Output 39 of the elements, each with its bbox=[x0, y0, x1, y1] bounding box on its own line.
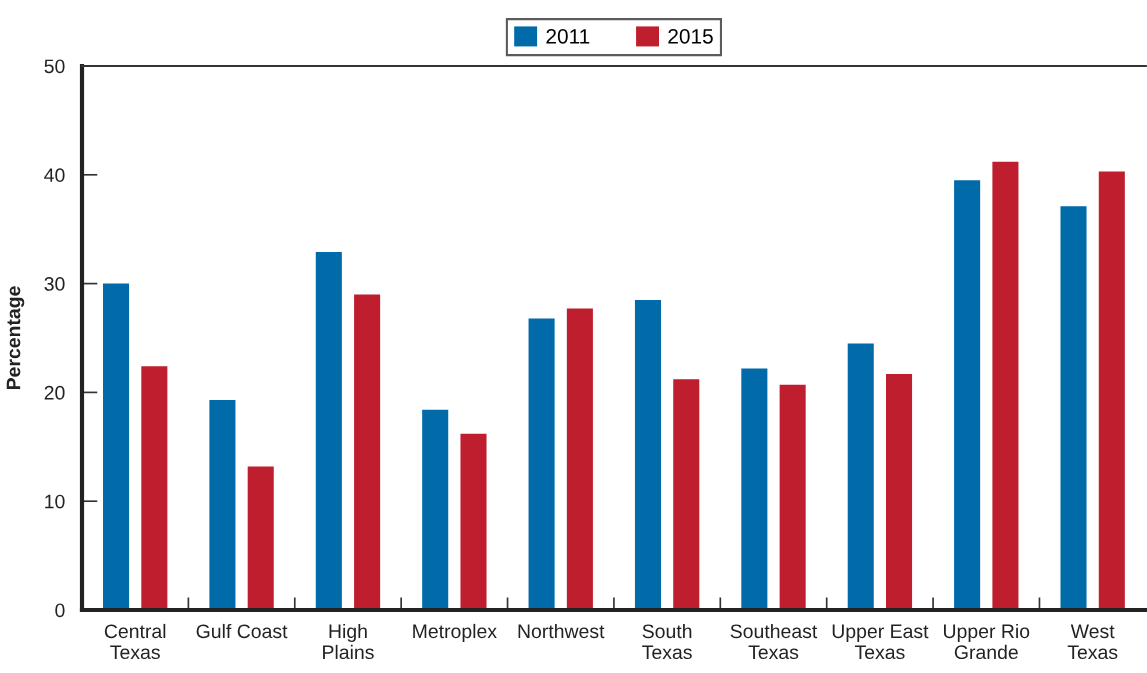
bar bbox=[460, 433, 487, 610]
x-tick-label: Central Texas bbox=[104, 623, 166, 660]
bar bbox=[209, 400, 236, 610]
x-tick-label: Gulf Coast bbox=[196, 623, 288, 639]
bar bbox=[1098, 171, 1125, 610]
legend-label: 2011 bbox=[546, 28, 590, 44]
x-tick-label: Upper East Texas bbox=[832, 624, 929, 660]
y-tick-label: 20 bbox=[44, 385, 65, 400]
x-tick-label: High Plains bbox=[323, 623, 374, 660]
x-tick-label: West Texas bbox=[1067, 624, 1118, 660]
bar bbox=[673, 379, 700, 610]
bar bbox=[741, 368, 768, 610]
y-axis-title: Percentage bbox=[6, 286, 25, 390]
bar bbox=[992, 161, 1019, 610]
x-tick-label: Upper Rio Grande bbox=[944, 623, 1030, 660]
y-tick-label: 30 bbox=[44, 277, 65, 291]
bar bbox=[247, 466, 274, 610]
x-tick-label: Metroplex bbox=[413, 623, 497, 643]
y-tick-label: 10 bbox=[45, 494, 65, 509]
legend-label: 2015 bbox=[668, 28, 713, 44]
bar bbox=[315, 252, 342, 610]
y-tick-label: 40 bbox=[44, 168, 65, 183]
bar bbox=[566, 308, 593, 610]
bar bbox=[954, 180, 981, 610]
bar bbox=[103, 283, 130, 610]
y-tick-label: 50 bbox=[44, 59, 65, 74]
bar bbox=[1060, 206, 1087, 610]
bar bbox=[141, 366, 168, 610]
bar bbox=[354, 294, 381, 610]
bar bbox=[528, 318, 555, 610]
y-tick-label: 0 bbox=[55, 603, 65, 618]
x-tick-label: Northwest bbox=[518, 623, 605, 639]
bar bbox=[847, 343, 874, 610]
x-tick-label: Southeast Texas bbox=[730, 623, 818, 660]
bar bbox=[634, 299, 661, 610]
bar bbox=[422, 409, 449, 610]
x-tick-label: South Texas bbox=[642, 623, 692, 660]
bar bbox=[886, 373, 913, 610]
bar bbox=[779, 384, 806, 610]
